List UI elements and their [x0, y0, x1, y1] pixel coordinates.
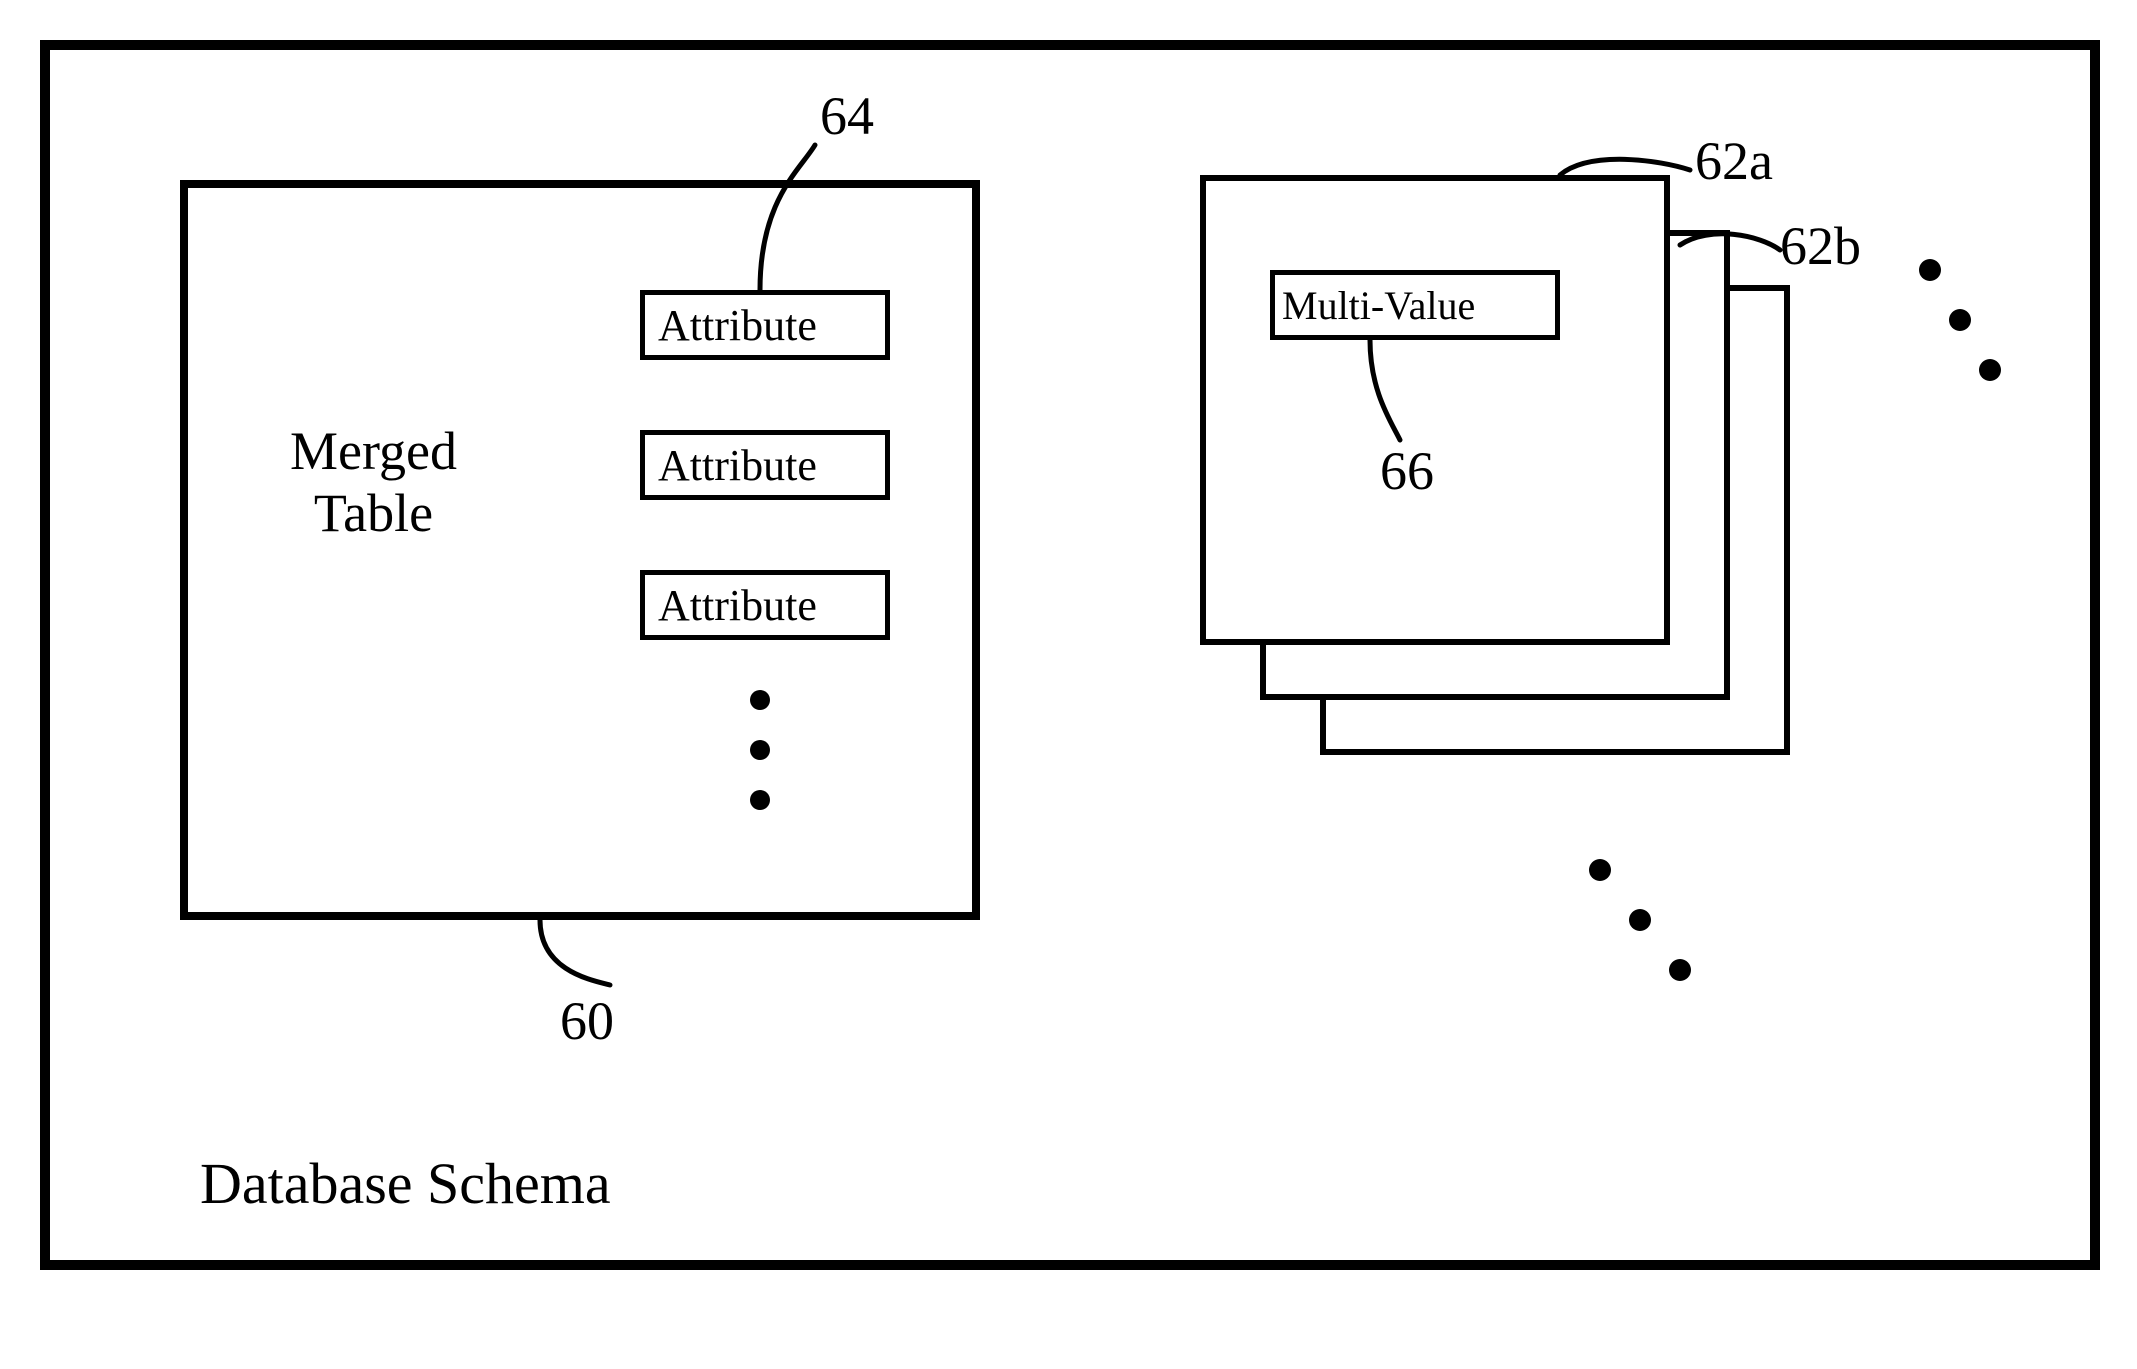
attribute-label: Attribute	[658, 580, 817, 631]
ref-label-62a: 62a	[1695, 130, 1773, 192]
ellipsis-dot	[1949, 309, 1971, 331]
attribute-label: Attribute	[658, 300, 817, 351]
merged-table-label: Merged Table	[290, 420, 457, 544]
ellipsis-dot	[750, 740, 770, 760]
ref-label-64: 64	[820, 85, 874, 147]
ellipsis-dot	[750, 690, 770, 710]
stacked-table-box	[1200, 175, 1670, 645]
ref-label-62b: 62b	[1780, 215, 1861, 277]
multi-value-label: Multi-Value	[1282, 282, 1475, 329]
ellipsis-dot	[1919, 259, 1941, 281]
ref-label-60: 60	[560, 990, 614, 1052]
ellipsis-dot	[1629, 909, 1651, 931]
diagram-canvas: Database Schema Merged Table Attribute At…	[0, 0, 2137, 1369]
ellipsis-dot	[1669, 959, 1691, 981]
ellipsis-dot	[750, 790, 770, 810]
diagram-title: Database Schema	[200, 1150, 611, 1217]
attribute-label: Attribute	[658, 440, 817, 491]
ellipsis-dot	[1589, 859, 1611, 881]
ellipsis-dot	[1979, 359, 2001, 381]
ref-label-66: 66	[1380, 440, 1434, 502]
